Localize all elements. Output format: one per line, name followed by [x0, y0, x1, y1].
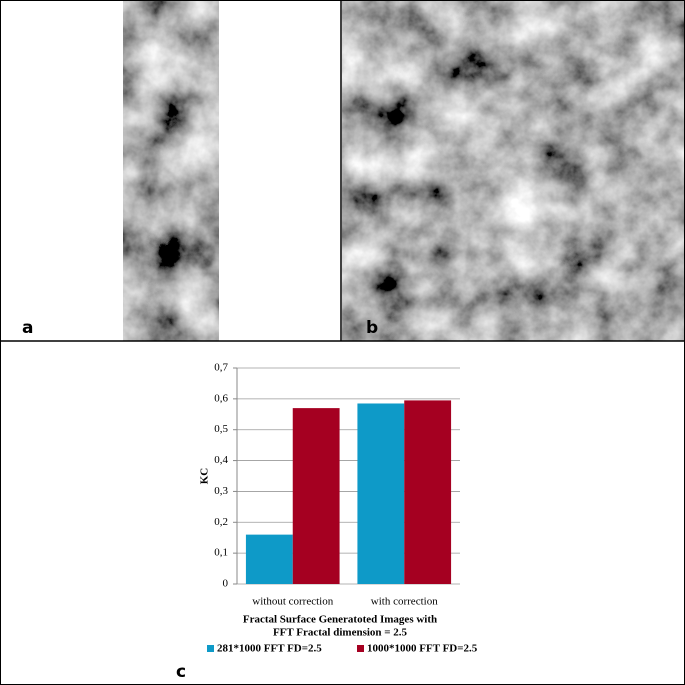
y-tick-label: 0,2: [214, 516, 228, 528]
legend-label: 1000*1000 FFT FD=2.5: [367, 643, 478, 655]
y-tick-label: 0,1: [214, 547, 228, 559]
y-tick-label: 0,3: [214, 485, 228, 497]
x-tick-label: with correction: [371, 596, 438, 608]
bar: [404, 400, 452, 584]
panel-label: c: [176, 662, 186, 682]
legend-swatch: [357, 645, 364, 652]
x-axis-label: FFT Fractal dimension = 2.5: [273, 627, 408, 639]
y-axis-label: KC: [199, 468, 211, 485]
panel-label: b: [366, 318, 378, 338]
y-tick-label: 0,4: [214, 454, 228, 466]
legend-swatch: [207, 645, 214, 652]
bar: [357, 403, 405, 584]
image-strip-a: [123, 1, 219, 341]
y-tick-label: 0,6: [214, 392, 228, 404]
y-tick-label: 0,5: [214, 423, 228, 435]
bar: [292, 408, 340, 584]
legend-label: 281*1000 FFT FD=2.5: [217, 643, 322, 655]
image-b: [342, 1, 684, 341]
bar: [245, 534, 293, 584]
x-tick-label: without correction: [252, 596, 333, 608]
chart: KC Fractal Surface Generatoted Images wi…: [199, 362, 478, 655]
x-axis-label: Fractal Surface Generatoted Images with: [243, 614, 437, 626]
y-tick-label: 0: [223, 578, 229, 590]
panel-label: a: [22, 318, 33, 338]
y-tick-label: 0,7: [214, 362, 228, 374]
